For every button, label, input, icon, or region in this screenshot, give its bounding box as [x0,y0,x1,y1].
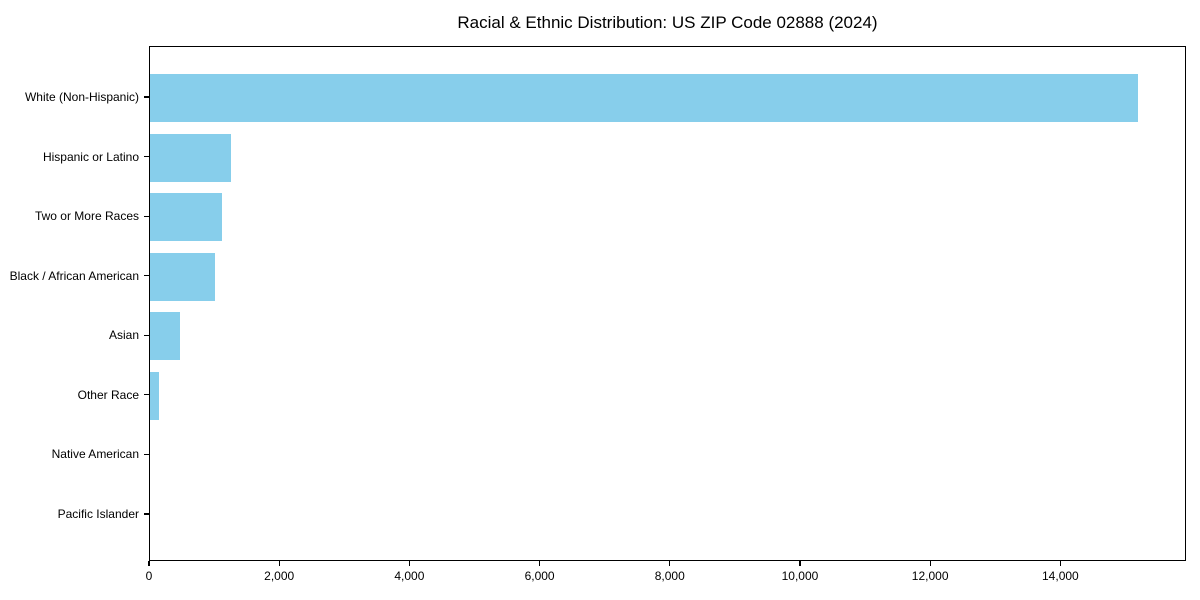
y-tick-mark [144,275,149,277]
x-tick-label: 4,000 [394,569,425,583]
bar [150,133,232,182]
y-tick-label: White (Non-Hispanic) [24,90,139,104]
y-tick-label: Black / African American [9,268,139,283]
y-tick-mark [144,215,149,217]
y-tick-label: Hispanic or Latino [42,149,139,164]
x-tick-mark [278,561,280,566]
bar [150,193,223,242]
bar [150,252,216,301]
y-tick-label: Native American [51,447,139,462]
plot-area [149,46,1186,561]
y-tick-label: Other Race [77,387,139,402]
x-tick-label: 12,000 [911,569,949,583]
bar [150,74,1138,122]
x-tick-label: 0 [145,569,153,583]
bar [150,312,180,361]
x-tick-mark [799,561,801,566]
y-tick-label: Asian [108,328,139,343]
x-tick-label: 2,000 [264,569,295,583]
x-tick-mark [148,561,150,566]
y-tick-mark [144,334,149,336]
x-tick-mark [538,561,541,566]
y-tick-mark [144,394,149,396]
x-tick-label: 14,000 [1042,569,1079,583]
chart-title: Racial & Ethnic Distribution: US ZIP Cod… [457,13,878,32]
x-tick-label: 10,000 [781,569,819,583]
x-tick-mark [929,561,931,566]
y-tick-label: Two or More Races [34,209,139,224]
x-tick-mark [1059,561,1061,566]
y-tick-label: Pacific Islander [57,506,139,521]
x-tick-mark [669,561,671,566]
y-tick-mark [144,513,149,515]
bar [150,371,160,420]
x-tick-label: 8,000 [654,569,685,583]
y-tick-mark [144,453,149,455]
y-tick-mark [144,96,149,98]
x-tick-label: 6,000 [524,569,555,583]
y-tick-mark [144,155,149,158]
x-tick-mark [408,561,410,566]
